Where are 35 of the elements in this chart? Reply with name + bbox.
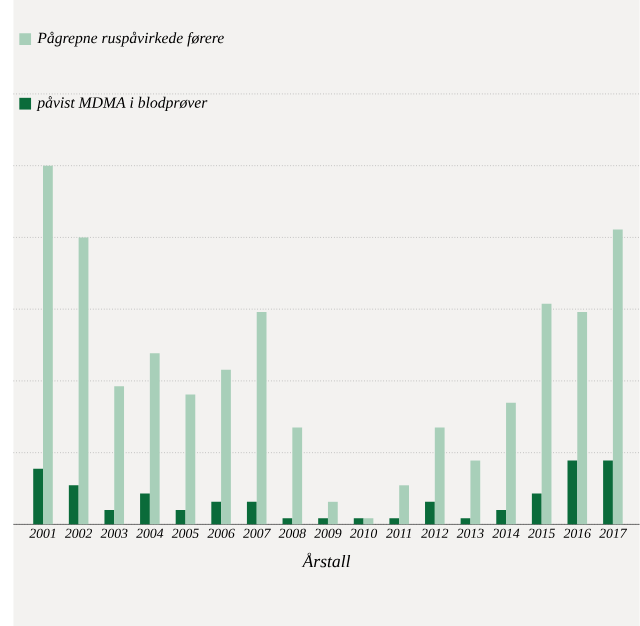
bar <box>175 509 186 525</box>
bar <box>68 485 79 525</box>
bar <box>399 485 409 525</box>
bar <box>603 460 613 525</box>
bar <box>282 518 293 525</box>
bar <box>496 509 507 525</box>
bar <box>43 165 53 525</box>
bar <box>353 518 364 525</box>
bar <box>104 509 115 525</box>
bar <box>460 518 471 525</box>
bar <box>612 229 623 525</box>
bar <box>363 518 374 525</box>
bar <box>221 369 231 525</box>
bar <box>389 518 400 525</box>
bar <box>140 493 150 525</box>
bar <box>318 518 328 525</box>
bar <box>567 460 578 525</box>
bar <box>577 311 588 525</box>
bar <box>149 353 160 525</box>
x-axis-title: Årstall <box>301 552 351 568</box>
bar <box>114 386 125 525</box>
bar <box>327 501 338 525</box>
bar <box>185 394 196 525</box>
bar <box>211 501 222 525</box>
bar <box>256 311 267 525</box>
bar <box>246 501 257 525</box>
bar <box>292 427 303 525</box>
bar <box>541 303 552 525</box>
bar <box>425 501 435 525</box>
bar <box>506 402 516 525</box>
bar <box>78 237 89 525</box>
bar <box>434 427 445 525</box>
bar <box>470 460 481 525</box>
bar <box>33 468 44 525</box>
bar <box>531 493 542 525</box>
